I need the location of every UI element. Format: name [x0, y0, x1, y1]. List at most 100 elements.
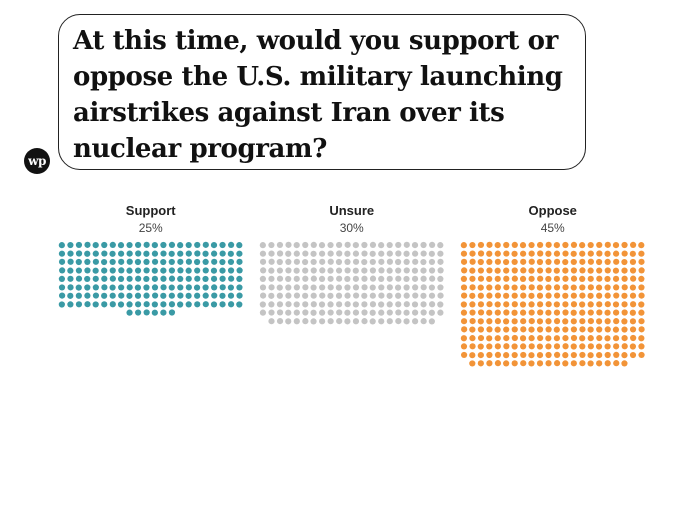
dot-unsure	[285, 267, 292, 274]
dot-support	[143, 275, 150, 283]
dot-support	[236, 284, 243, 291]
dot-support	[126, 284, 133, 291]
dot-support	[177, 284, 184, 291]
dot-unsure	[344, 241, 351, 248]
dot-unsure	[319, 284, 326, 291]
dot-unsure	[268, 292, 275, 299]
dot-unsure	[259, 250, 267, 257]
dot-oppose	[519, 335, 527, 342]
dot-oppose	[545, 250, 552, 257]
dot-oppose	[621, 360, 628, 367]
dot-support	[151, 301, 158, 308]
dot-oppose	[579, 242, 586, 249]
dot-unsure	[302, 309, 309, 316]
dot-oppose	[596, 318, 603, 325]
dot-unsure	[403, 267, 410, 274]
dot-unsure	[420, 267, 427, 274]
dot-support	[194, 267, 201, 274]
dot-unsure	[412, 284, 419, 291]
dot-oppose	[570, 334, 578, 342]
dot-unsure	[411, 267, 419, 274]
dot-oppose	[494, 326, 501, 333]
dot-oppose	[579, 318, 586, 325]
dot-oppose	[494, 335, 501, 342]
dot-unsure	[285, 241, 292, 248]
dot-support	[168, 292, 175, 299]
dot-oppose	[621, 352, 628, 359]
dot-support	[160, 301, 167, 308]
dot-oppose	[486, 351, 493, 359]
dot-support	[92, 301, 99, 308]
dot-oppose	[528, 292, 535, 299]
dot-oppose	[469, 241, 476, 249]
dot-unsure	[327, 284, 334, 291]
dot-unsure	[437, 301, 444, 308]
dot-unsure	[259, 242, 266, 249]
dot-oppose	[503, 292, 510, 299]
dot-support	[236, 301, 243, 308]
dot-oppose	[596, 267, 603, 274]
dot-unsure	[276, 309, 284, 316]
dot-unsure	[327, 292, 334, 299]
dot-oppose	[553, 318, 561, 325]
dot-oppose	[553, 258, 561, 265]
dot-oppose	[553, 335, 561, 342]
dot-unsure	[352, 284, 360, 291]
dot-support	[84, 258, 91, 265]
dot-unsure	[344, 275, 351, 283]
dot-unsure	[268, 301, 275, 308]
dot-oppose	[613, 343, 620, 350]
dot-oppose	[638, 326, 645, 333]
dot-oppose	[621, 258, 628, 266]
dot-oppose	[494, 301, 501, 308]
dot-support	[236, 242, 243, 249]
dot-oppose	[629, 351, 637, 359]
dot-support	[160, 292, 167, 299]
dot-support	[185, 258, 192, 265]
dot-unsure	[386, 267, 393, 274]
dot-oppose	[503, 284, 510, 291]
dot-unsure	[411, 242, 419, 249]
dot-unsure	[276, 284, 283, 291]
dot-unsure	[259, 275, 266, 282]
dot-oppose	[536, 318, 544, 325]
dot-support	[101, 258, 108, 266]
dot-oppose	[461, 292, 468, 299]
dot-oppose	[587, 360, 594, 367]
dot-oppose	[511, 309, 518, 316]
dot-oppose	[613, 309, 620, 316]
dot-support	[185, 267, 192, 274]
dot-support	[101, 275, 108, 282]
dot-unsure	[260, 267, 267, 274]
dot-support	[109, 258, 116, 266]
dot-unsure	[335, 267, 343, 274]
dot-oppose	[604, 241, 611, 248]
question-title: At this time, would you support or oppos…	[73, 26, 563, 164]
dot-oppose	[612, 335, 620, 342]
dot-oppose	[545, 318, 552, 325]
dot-oppose	[638, 309, 645, 316]
dot-support	[59, 267, 66, 274]
dot-support	[92, 250, 99, 257]
dot-support	[92, 242, 99, 249]
dot-oppose	[520, 351, 527, 359]
dot-support	[117, 275, 125, 282]
dot-unsure	[344, 284, 351, 291]
dot-unsure	[302, 301, 309, 308]
dot-unsure	[378, 250, 385, 257]
dot-unsure	[403, 301, 410, 308]
dot-unsure	[335, 258, 343, 266]
dot-oppose	[621, 275, 628, 282]
dot-oppose	[621, 241, 628, 249]
dot-oppose	[612, 275, 620, 282]
dot-oppose	[503, 360, 510, 367]
dot-support	[236, 258, 243, 265]
dot-oppose	[562, 343, 569, 350]
dot-oppose	[520, 292, 527, 299]
dot-support	[67, 250, 74, 257]
dot-oppose	[528, 343, 535, 350]
dot-oppose	[494, 267, 501, 274]
dot-unsure	[394, 284, 402, 291]
dot-unsure	[327, 267, 334, 274]
dot-unsure	[437, 250, 444, 257]
